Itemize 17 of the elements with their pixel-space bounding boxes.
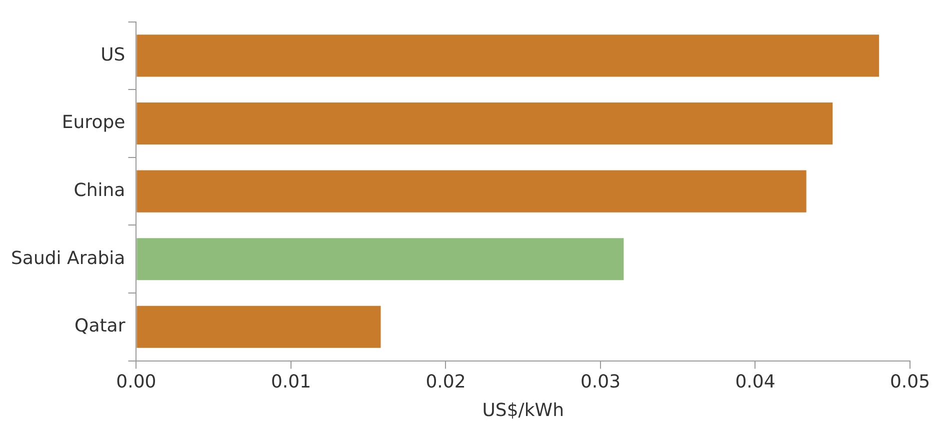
bar [136,306,381,348]
bar [136,102,833,145]
x-tick-label: 0.04 [735,371,776,392]
x-tick-label: 0.05 [890,371,930,392]
y-tick-label: China [74,180,126,201]
y-tick-label: US [100,44,126,66]
x-tick-label: 0.03 [580,371,621,392]
y-tick-label: Saudi Arabia [10,248,126,269]
x-tick-label: 0.02 [426,371,466,392]
y-tick-label: Europe [62,112,126,134]
y-tick-label: Qatar [74,316,126,337]
x-tick-label: 0.01 [270,371,312,392]
bar [136,34,880,77]
bar [136,170,806,212]
x-axis-title: US$/kWh [482,400,564,421]
bar [136,238,624,280]
x-tick-label: 0.00 [116,371,156,392]
